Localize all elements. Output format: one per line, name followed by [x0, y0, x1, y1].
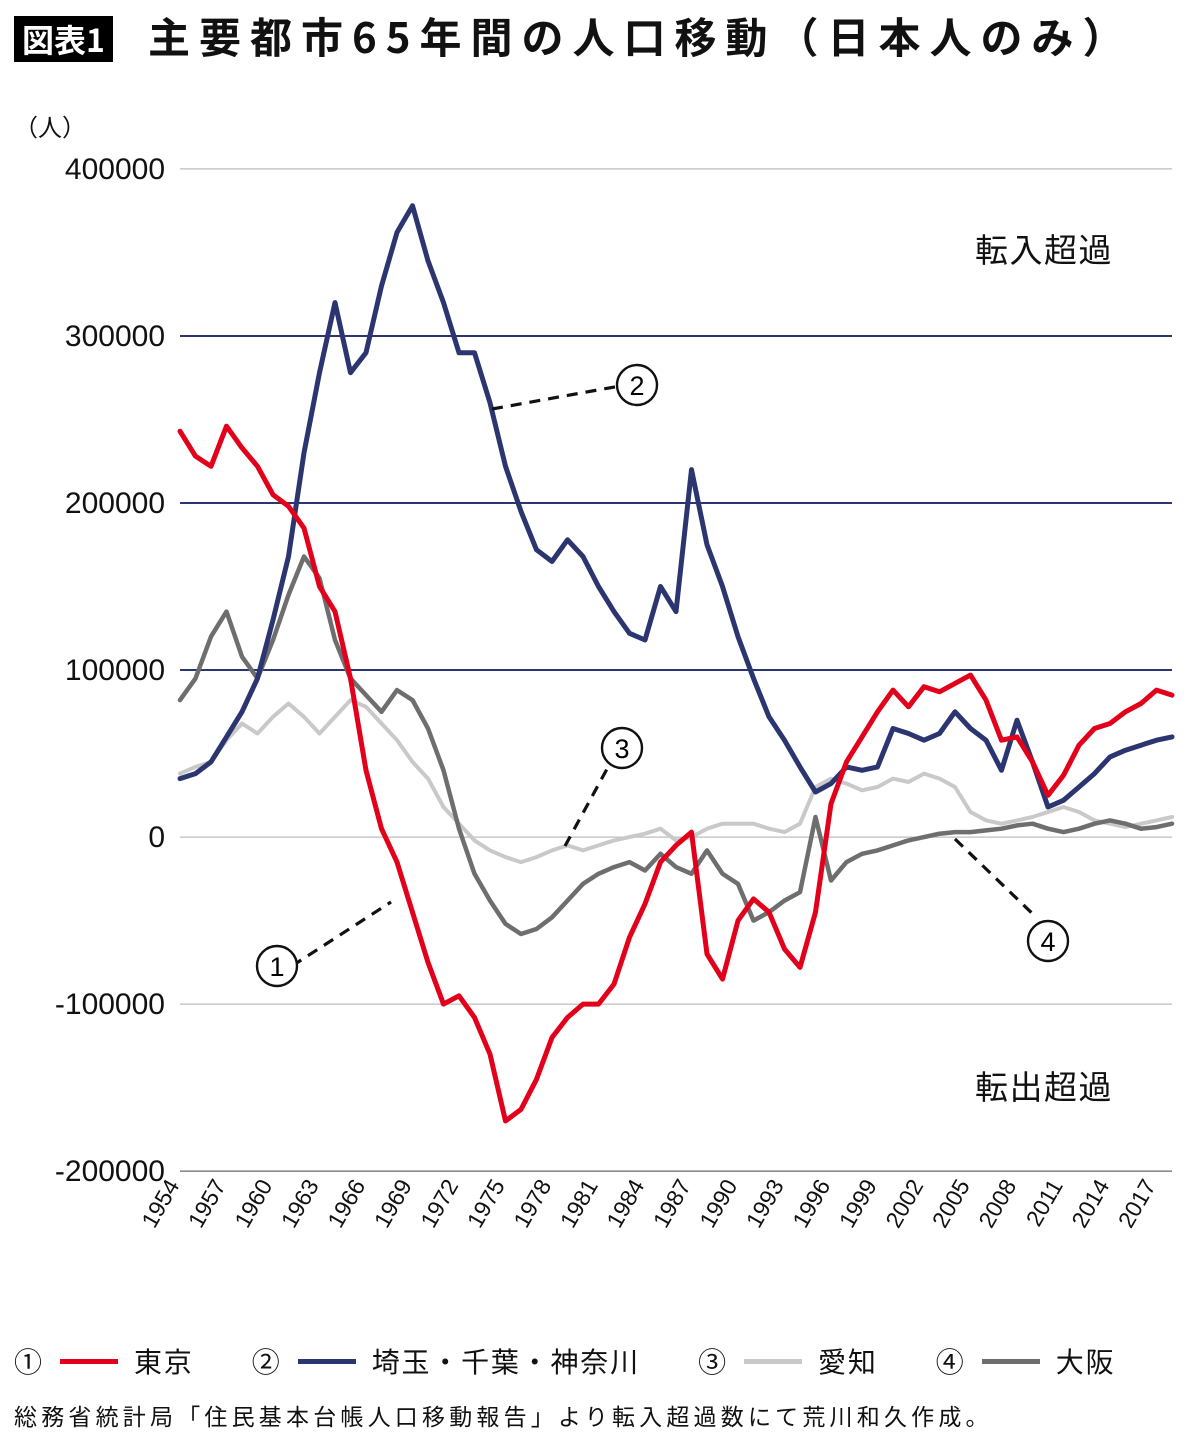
svg-text:400000: 400000: [65, 153, 165, 186]
svg-text:2002: 2002: [880, 1175, 928, 1232]
svg-text:1996: 1996: [787, 1175, 835, 1232]
svg-text:300000: 300000: [65, 320, 165, 353]
svg-text:1960: 1960: [229, 1175, 277, 1232]
svg-text:3: 3: [614, 734, 629, 764]
svg-text:2005: 2005: [927, 1175, 975, 1232]
svg-text:1957: 1957: [183, 1175, 231, 1232]
svg-text:1984: 1984: [601, 1175, 649, 1232]
svg-text:2017: 2017: [1113, 1175, 1161, 1232]
svg-text:0: 0: [148, 821, 165, 854]
svg-text:4: 4: [1040, 927, 1055, 957]
svg-text:100000: 100000: [65, 654, 165, 687]
svg-text:1990: 1990: [694, 1175, 742, 1232]
svg-text:1975: 1975: [462, 1175, 510, 1232]
svg-text:200000: 200000: [65, 487, 165, 520]
svg-text:2014: 2014: [1066, 1175, 1114, 1232]
svg-text:1993: 1993: [741, 1175, 789, 1232]
svg-text:1: 1: [269, 952, 284, 982]
svg-text:1969: 1969: [369, 1175, 417, 1232]
svg-text:1972: 1972: [415, 1175, 463, 1232]
svg-text:1987: 1987: [648, 1175, 696, 1232]
svg-text:2008: 2008: [973, 1175, 1021, 1232]
svg-text:2: 2: [629, 371, 644, 401]
svg-text:2011: 2011: [1021, 1175, 1068, 1231]
svg-text:-200000: -200000: [55, 1155, 165, 1188]
svg-text:1966: 1966: [322, 1175, 370, 1232]
svg-text:1978: 1978: [508, 1175, 556, 1232]
svg-text:1963: 1963: [276, 1175, 324, 1232]
svg-text:-100000: -100000: [55, 988, 165, 1021]
svg-text:1981: 1981: [555, 1175, 603, 1232]
svg-text:1999: 1999: [834, 1175, 882, 1232]
